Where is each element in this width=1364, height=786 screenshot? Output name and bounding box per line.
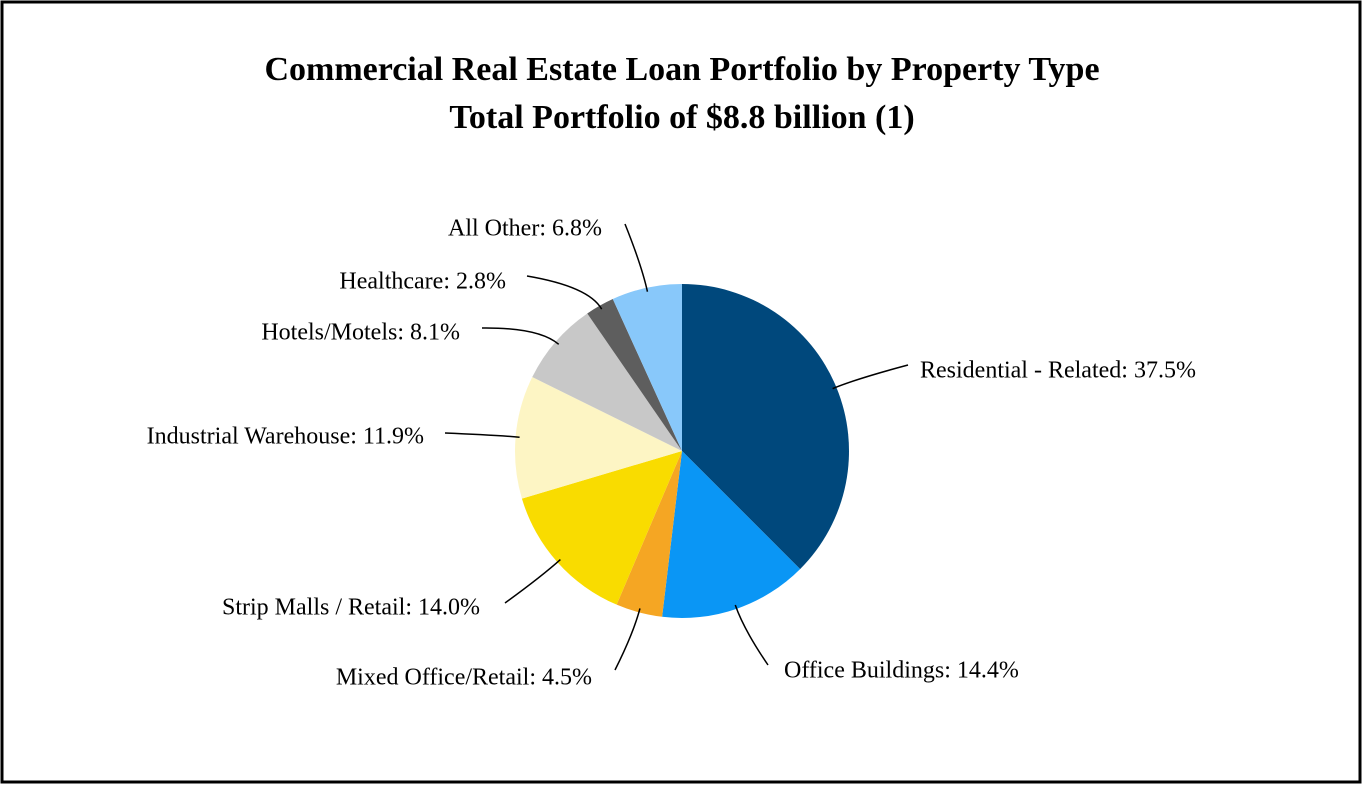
leader-line — [734, 604, 769, 666]
leader-line — [504, 559, 561, 604]
pie-slice — [587, 299, 682, 451]
leader-line — [614, 608, 641, 671]
data-label: Industrial Warehouse: 11.9% — [147, 424, 424, 450]
chart-title: Commercial Real Estate Loan Portfolio by… — [264, 51, 1099, 88]
pie-slice — [682, 284, 850, 570]
pie-slice — [662, 451, 801, 619]
chart-subtitle: Total Portfolio of $8.8 billion (1) — [449, 99, 914, 136]
pie-slice — [616, 451, 682, 617]
leader-line — [481, 327, 560, 345]
data-label: Healthcare: 2.8% — [339, 269, 506, 295]
data-label: Hotels/Motels: 8.1% — [261, 320, 460, 346]
data-label: All Other: 6.8% — [448, 216, 602, 242]
data-label: Office Buildings: 14.4% — [784, 658, 1019, 684]
pie-slice — [515, 377, 682, 499]
data-label: Strip Malls / Retail: 14.0% — [222, 595, 480, 621]
data-label: Residential - Related: 37.5% — [920, 358, 1196, 384]
data-label: Mixed Office/Retail: 4.5% — [336, 665, 592, 691]
pie-slice — [532, 313, 682, 451]
leader-line — [832, 364, 909, 390]
leader-line — [526, 275, 603, 310]
leader-line — [444, 432, 520, 438]
pie-slice — [521, 451, 682, 605]
pie-slice — [612, 284, 682, 451]
leader-line — [624, 223, 649, 292]
